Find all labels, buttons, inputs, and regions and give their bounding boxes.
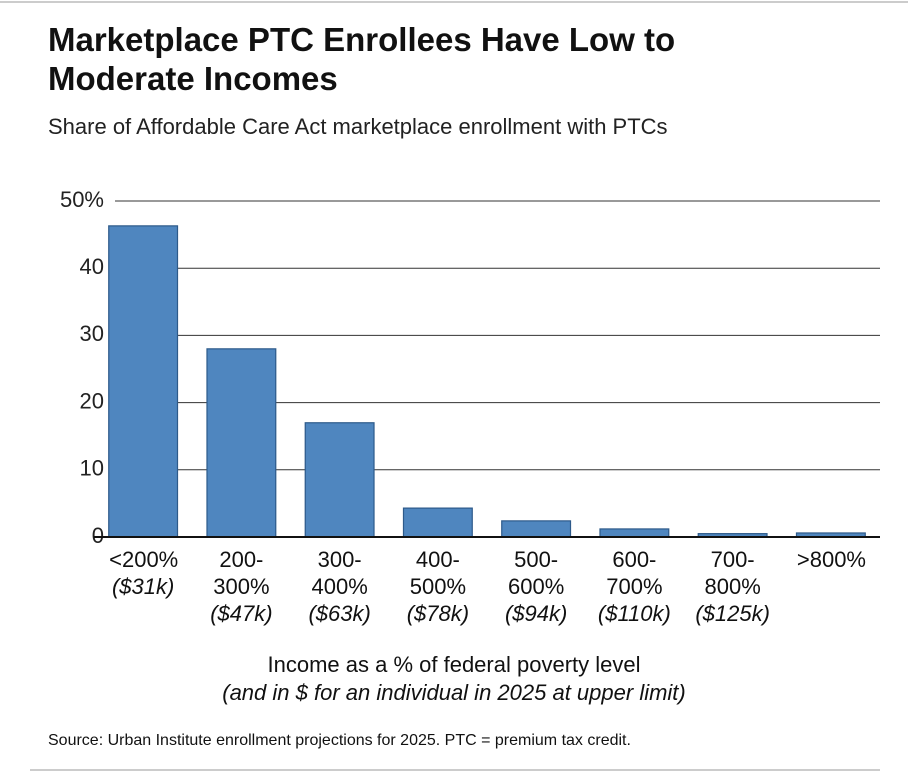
- x-tick-group: 600-700% ($110k): [589, 546, 679, 627]
- x-axis-note: (and in $ for an individual in 2025 at u…: [222, 680, 686, 705]
- x-tick-label: 600-700%: [606, 547, 663, 599]
- x-tick-label: 200-300%: [213, 547, 270, 599]
- x-tick-note: ($47k): [210, 601, 273, 626]
- x-tick-label: 500-600%: [507, 547, 565, 599]
- x-tick-note: ($94k): [504, 601, 568, 626]
- x-tick-label: 700-800%: [704, 547, 761, 599]
- x-tick-label: 400-500%: [409, 547, 467, 599]
- x-tick-label: 300-400%: [311, 547, 368, 599]
- x-tick-group: >800%: [786, 546, 876, 573]
- y-tick-label: 20: [80, 388, 104, 413]
- x-tick-note: ($78k): [406, 601, 470, 626]
- x-tick-note: ($63k): [308, 601, 371, 626]
- x-tick-label: <200%: [109, 547, 179, 572]
- x-tick-group: 200-300% ($47k): [196, 546, 286, 627]
- y-tick-label: 30: [80, 321, 104, 346]
- chart-title: Marketplace PTC Enrollees Have Low to Mo…: [48, 21, 676, 97]
- x-tick-group: 400-500% ($78k): [393, 546, 483, 627]
- x-tick-note: ($31k): [111, 574, 175, 599]
- x-tick-group: 500-600% ($94k): [491, 546, 581, 627]
- bar: [304, 422, 375, 538]
- bar: [108, 225, 179, 538]
- y-tick-label: 10: [80, 456, 104, 481]
- bar: [501, 520, 572, 538]
- x-tick-note: ($125k): [695, 601, 770, 626]
- x-tick-label: >800%: [796, 547, 866, 572]
- y-tick-label: 40: [80, 254, 104, 279]
- bar: [599, 528, 670, 538]
- bar: [206, 348, 277, 538]
- bar: [402, 507, 473, 538]
- chart-subtitle: Share of Affordable Care Act marketplace…: [48, 114, 668, 139]
- x-tick-group: 300-400% ($63k): [295, 546, 385, 627]
- y-tick-label: 0: [92, 523, 104, 548]
- x-tick-group: 700-800% ($125k): [688, 546, 778, 627]
- source: Source: Urban Institute enrollment proje…: [48, 732, 631, 749]
- x-axis-title: Income as a % of federal poverty level: [267, 652, 641, 677]
- x-tick-group: <200% ($31k): [98, 546, 188, 600]
- x-tick-note: ($110k): [597, 601, 671, 626]
- y-tick-label: 50%: [60, 187, 104, 212]
